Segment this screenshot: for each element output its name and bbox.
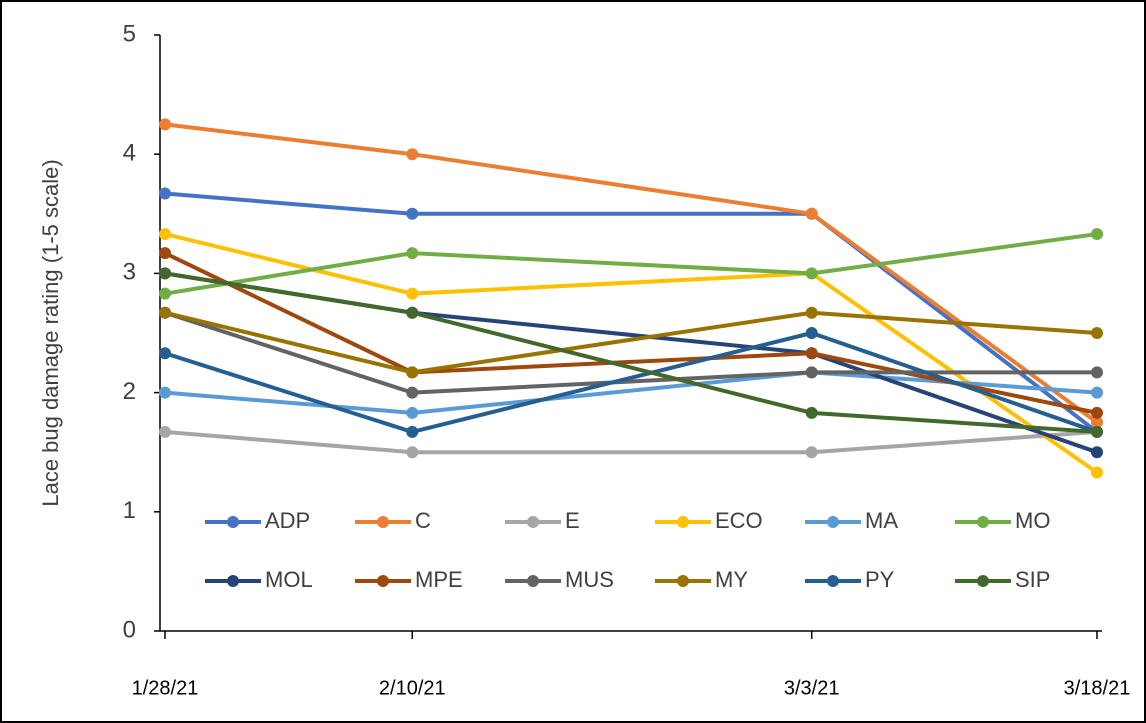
- legend-label: C: [415, 508, 431, 533]
- data-point: [406, 386, 419, 399]
- data-point: [805, 446, 818, 459]
- series-line: [164, 271, 1098, 434]
- legend-label: ECO: [715, 508, 763, 533]
- legend-label: MOL: [265, 567, 313, 592]
- data-point: [805, 327, 818, 339]
- data-point: [1091, 446, 1103, 459]
- data-point: [1091, 425, 1103, 438]
- y-tick-label: 3: [123, 259, 136, 286]
- data-point: [805, 306, 818, 319]
- x-tick-label: 3/3/21: [784, 677, 840, 699]
- data-point: [406, 148, 419, 161]
- series-line: [164, 232, 1098, 296]
- data-point: [406, 306, 419, 319]
- data-point: [1091, 406, 1103, 419]
- legend-marker: [527, 516, 539, 528]
- series-line: [164, 331, 1098, 434]
- legend-label: MY: [715, 567, 748, 592]
- legend-label: MPE: [415, 567, 463, 592]
- data-point: [159, 267, 171, 280]
- data-point: [406, 287, 419, 300]
- data-point: [406, 446, 419, 459]
- data-point: [805, 366, 818, 379]
- data-point: [1091, 327, 1103, 339]
- legend-marker: [677, 575, 689, 587]
- data-point: [805, 207, 818, 220]
- data-point: [159, 187, 171, 200]
- legend-label: E: [565, 508, 580, 533]
- data-point: [159, 425, 171, 438]
- legend-label: MUS: [565, 567, 614, 592]
- data-point: [1091, 466, 1103, 479]
- legend-marker: [377, 516, 389, 528]
- data-point: [159, 118, 171, 131]
- legend-marker: [977, 575, 989, 587]
- legend-marker: [227, 575, 239, 587]
- y-tick-label: 0: [123, 616, 136, 643]
- data-point: [406, 406, 419, 419]
- legend-label: ADP: [265, 508, 310, 533]
- data-point: [1091, 228, 1103, 241]
- data-point: [805, 267, 818, 280]
- y-tick-label: 2: [123, 378, 136, 405]
- data-point: [159, 247, 171, 260]
- data-point: [159, 386, 171, 399]
- data-point: [805, 347, 818, 360]
- legend-marker: [227, 516, 239, 528]
- y-axis-label: Lace bug damage rating (1-5 scale): [38, 159, 63, 506]
- data-point: [159, 287, 171, 300]
- legend-label: SIP: [1015, 567, 1050, 592]
- series-line: [164, 429, 1098, 455]
- legend-label: MA: [865, 508, 898, 533]
- series-line: [164, 310, 1098, 375]
- data-point: [159, 228, 171, 241]
- data-point: [805, 406, 818, 419]
- legend-label: PY: [865, 567, 895, 592]
- legend-marker: [377, 575, 389, 587]
- data-point: [159, 347, 171, 360]
- data-point: [406, 207, 419, 220]
- data-point: [1091, 366, 1103, 379]
- legend-marker: [827, 575, 839, 587]
- data-point: [1091, 416, 1103, 429]
- y-tick-label: 4: [123, 140, 136, 167]
- y-tick-label: 1: [123, 497, 136, 524]
- legend-marker: [827, 516, 839, 528]
- data-point: [159, 306, 171, 319]
- data-point: [1091, 386, 1103, 399]
- x-tick-label: 1/28/21: [132, 677, 199, 699]
- legend-marker: [677, 516, 689, 528]
- y-tick-label: 5: [123, 20, 136, 47]
- series-line: [164, 122, 1099, 425]
- data-point: [406, 366, 419, 379]
- x-tick-label: 2/10/21: [379, 677, 446, 699]
- legend-label: MO: [1015, 508, 1050, 533]
- data-point: [406, 425, 419, 438]
- x-tick-label: 3/18/21: [1064, 677, 1131, 699]
- data-point: [406, 247, 419, 260]
- legend-marker: [977, 516, 989, 528]
- legend-marker: [527, 575, 539, 587]
